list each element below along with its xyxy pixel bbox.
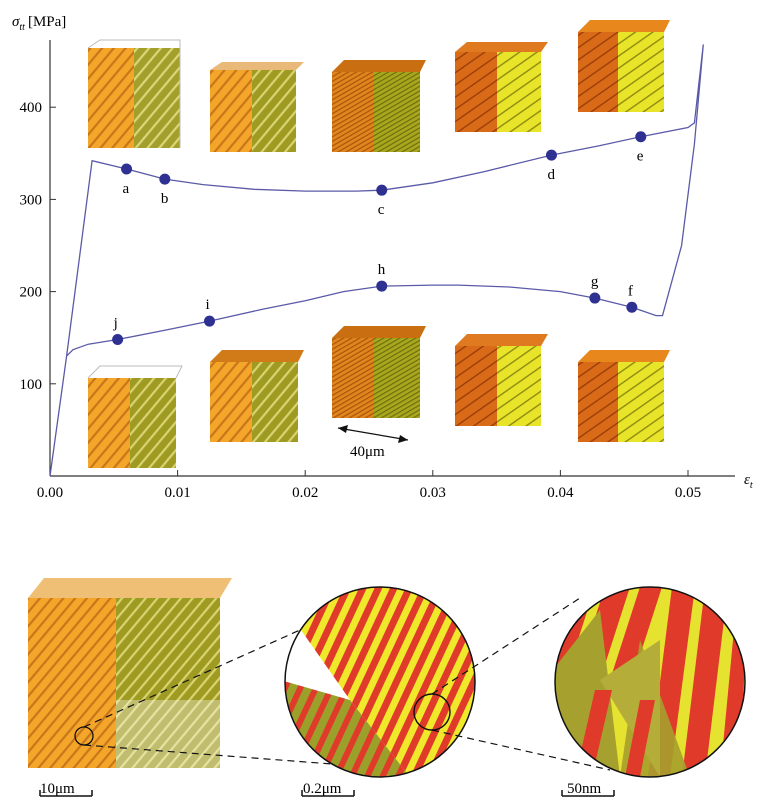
x-tick-label: 0.04 <box>547 485 574 501</box>
data-point-b <box>159 173 171 185</box>
data-point-a <box>121 163 133 175</box>
cube-f <box>578 350 670 442</box>
zoom-circle-1 <box>284 586 476 778</box>
data-point-label-c: c <box>378 202 385 218</box>
data-point-c <box>376 184 388 196</box>
y-axis-label: σtt [MPa] <box>12 14 66 33</box>
zoom-cube <box>28 578 232 768</box>
cube-j <box>87 365 183 468</box>
cube-e <box>578 20 670 112</box>
data-point-label-f: f <box>628 283 633 299</box>
scalebar-1-label: 10μm <box>40 781 75 797</box>
zoom-circle-2 <box>554 586 746 778</box>
cube-c <box>332 60 426 152</box>
scalebar-2: 0.2μm <box>301 781 355 797</box>
data-point-label-b: b <box>161 191 169 207</box>
x-tick-label: 0.03 <box>420 485 446 501</box>
data-point-h <box>376 280 388 292</box>
data-point-d <box>545 149 557 161</box>
data-point-label-e: e <box>637 149 644 165</box>
data-point-label-i: i <box>206 297 210 313</box>
data-point-label-j: j <box>113 316 118 332</box>
axes: 0.00 0.01 0.02 0.03 0.04 0.05 100 200 300 400 <box>20 40 735 501</box>
span-label: 40μm <box>350 444 385 460</box>
data-point-label-g: g <box>591 274 599 290</box>
bottom-panel: 10μm 0.2μm 50nm <box>28 578 746 797</box>
data-point-i <box>204 315 215 327</box>
data-point-label-a: a <box>123 181 130 197</box>
scalebar-2-label: 0.2μm <box>303 781 342 797</box>
y-tick-label: 200 <box>20 285 43 301</box>
cube-g <box>455 334 548 426</box>
x-tick-label: 0.00 <box>37 485 63 501</box>
y-tick-label: 300 <box>20 192 43 208</box>
scalebar-3: 50nm <box>561 781 615 797</box>
x-tick-label: 0.01 <box>164 485 190 501</box>
stress-strain-curve <box>49 44 704 477</box>
scalebar-1: 10μm <box>39 781 93 797</box>
cube-d <box>455 42 548 132</box>
cube-b <box>210 62 304 152</box>
cube-i <box>210 350 304 442</box>
x-tick-label: 0.05 <box>675 485 701 501</box>
data-point-j <box>112 334 124 346</box>
scalebar-3-label: 50nm <box>567 781 602 797</box>
data-point-g <box>589 292 601 304</box>
data-point-label-d: d <box>547 167 555 183</box>
span-annotation: 40μm <box>337 425 409 460</box>
x-tick-label: 0.02 <box>292 485 318 501</box>
cube-h <box>332 326 426 418</box>
y-tick-label: 100 <box>20 377 43 393</box>
cube-a <box>87 39 181 148</box>
data-point-label-h: h <box>378 262 386 278</box>
data-point-f <box>626 301 638 313</box>
data-point-e <box>635 131 647 143</box>
x-axis-label: εt <box>744 472 753 491</box>
y-tick-label: 400 <box>20 100 43 116</box>
